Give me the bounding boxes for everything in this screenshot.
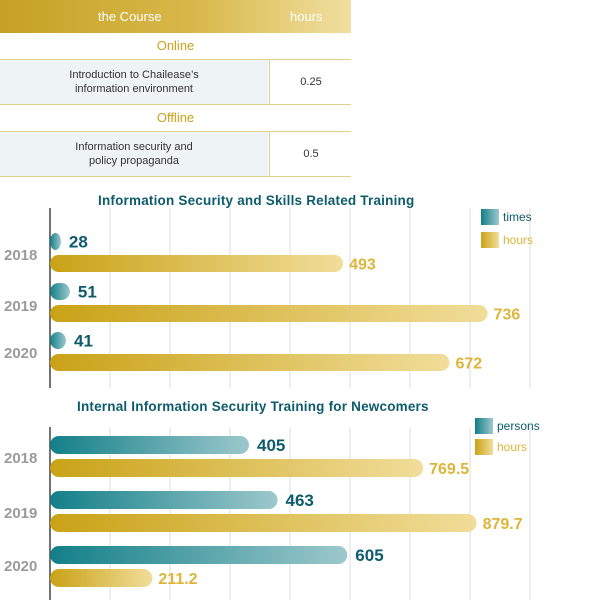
bar-persons-2020 bbox=[50, 546, 348, 564]
header-course: the Course bbox=[98, 9, 162, 24]
section-offline: Offline bbox=[0, 105, 351, 132]
chart-1-title: Information Security and Skills Related … bbox=[98, 193, 415, 208]
course-table: the Course hours Online Introduction to … bbox=[0, 0, 351, 177]
legend-swatch-hours bbox=[481, 232, 499, 248]
year-label-2020: 2020 bbox=[4, 558, 37, 575]
course-cell: Information security and policy propagan… bbox=[0, 132, 268, 176]
legend-swatch-hours bbox=[475, 439, 493, 455]
data-label-persons-2019: 463 bbox=[286, 491, 314, 510]
course-cell: Introduction to Chailease’s information … bbox=[0, 60, 268, 104]
bar-hours-2020 bbox=[50, 569, 153, 587]
bar-hours-2018 bbox=[50, 459, 424, 477]
chart-2: persons hours 2018 405 769.5 2019 463 879.7 2020… bbox=[4, 418, 540, 600]
year-label-2018: 2018 bbox=[4, 450, 37, 467]
legend-swatch-persons bbox=[475, 418, 493, 434]
data-label-persons-2020: 605 bbox=[355, 546, 383, 565]
year-label-2019: 2019 bbox=[4, 505, 37, 522]
data-label-hours-2018: 493 bbox=[349, 257, 376, 274]
course-line: information environment bbox=[74, 83, 193, 95]
legend-label-times: times bbox=[503, 210, 532, 224]
data-label-times-2019: 51 bbox=[78, 283, 97, 302]
bar-hours-2018 bbox=[50, 255, 344, 272]
chart-2-title: Internal Information Security Training f… bbox=[77, 399, 429, 414]
course-line: Information security and bbox=[75, 141, 193, 153]
bar-hours-2019 bbox=[50, 305, 488, 322]
bar-hours-2020 bbox=[50, 354, 450, 371]
bar-hours-2019 bbox=[50, 514, 477, 532]
chart-1: times hours 2018 28 493 2019 51 736 2020 41 672 bbox=[4, 208, 533, 388]
table-header: the Course hours bbox=[0, 0, 351, 33]
bar-times-2019 bbox=[50, 283, 70, 300]
data-label-hours-2020: 211.2 bbox=[158, 571, 197, 588]
table-row: Introduction to Chailease’s information … bbox=[0, 60, 351, 105]
data-label-hours-2019: 736 bbox=[494, 307, 521, 324]
header-hours: hours bbox=[290, 9, 323, 24]
data-label-hours-2018: 769.5 bbox=[429, 461, 469, 478]
bar-persons-2018 bbox=[50, 436, 250, 454]
data-label-persons-2018: 405 bbox=[257, 436, 285, 455]
data-label-times-2018: 28 bbox=[69, 233, 88, 252]
section-online: Online bbox=[0, 33, 351, 60]
hours-cell: 0.25 bbox=[269, 60, 352, 104]
legend-label-hours: hours bbox=[503, 233, 533, 247]
bar-times-2020 bbox=[50, 332, 66, 349]
bar-persons-2019 bbox=[50, 491, 278, 509]
legend-label-hours: hours bbox=[497, 440, 527, 454]
bar-times-2018 bbox=[50, 233, 61, 250]
year-label-2019: 2019 bbox=[4, 298, 37, 315]
legend-swatch-times bbox=[481, 209, 499, 225]
year-label-2018: 2018 bbox=[4, 247, 37, 264]
legend-label-persons: persons bbox=[497, 419, 540, 433]
course-line: Introduction to Chailease’s bbox=[69, 69, 199, 81]
hours-cell: 0.5 bbox=[269, 132, 352, 176]
course-line: policy propaganda bbox=[89, 155, 179, 167]
year-label-2020: 2020 bbox=[4, 345, 37, 362]
data-label-hours-2020: 672 bbox=[456, 356, 483, 373]
table-row: Information security and policy propagan… bbox=[0, 132, 351, 177]
data-label-hours-2019: 879.7 bbox=[483, 516, 523, 533]
data-label-times-2020: 41 bbox=[74, 332, 93, 351]
